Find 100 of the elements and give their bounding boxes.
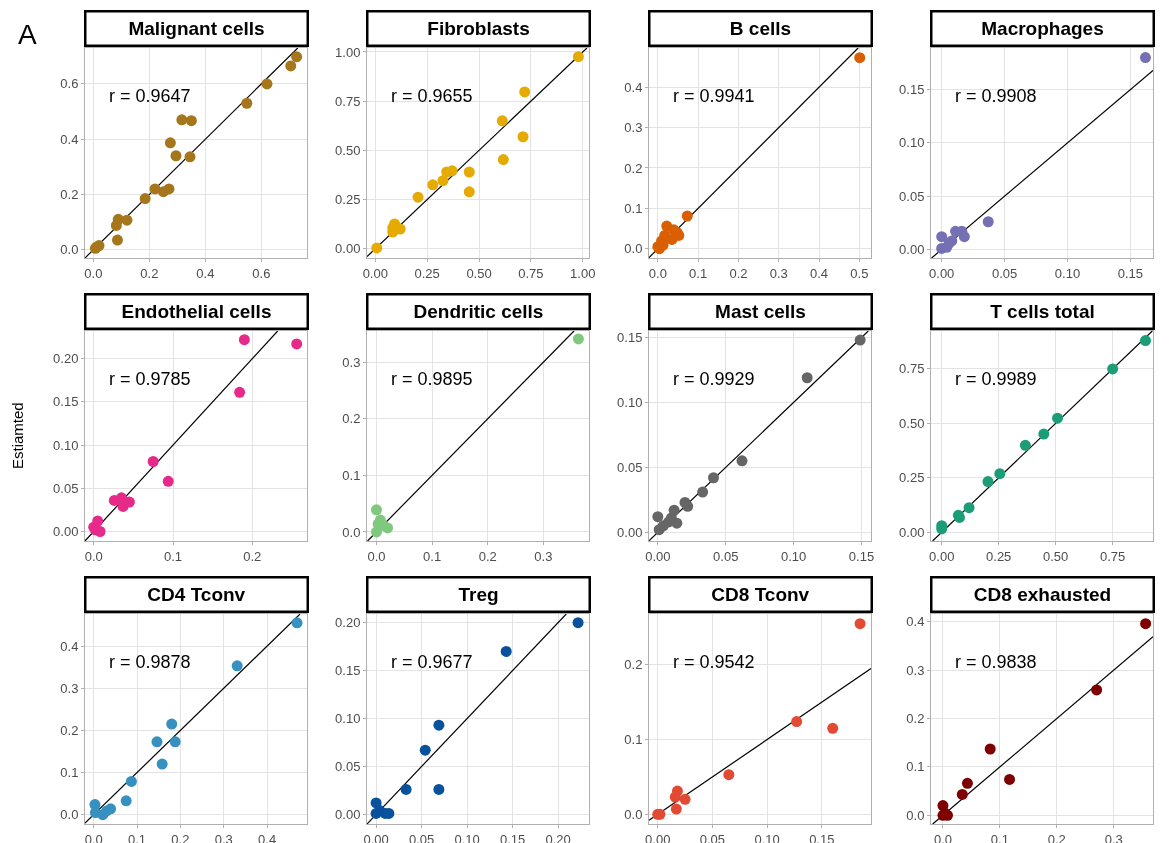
annotation: r = 0.9929 — [673, 369, 755, 389]
annotation: r = 0.9542 — [673, 652, 755, 672]
y-tick-label: 0.4 — [60, 131, 79, 147]
chart-title: T cells total — [990, 301, 1095, 322]
y-tick-label: 0.05 — [617, 459, 643, 475]
y-tick-label: 0.1 — [624, 200, 643, 216]
x-tick-label: 0.10 — [780, 548, 807, 564]
y-tick-label: 0.00 — [899, 242, 925, 258]
y-tick-label: 0.1 — [342, 467, 361, 483]
x-tick-label: 0.2 — [478, 548, 497, 564]
y-tick-label: 0.20 — [335, 615, 361, 631]
annotation: r = 0.9677 — [391, 652, 473, 672]
x-tick-label: 0.2 — [729, 265, 748, 281]
x-tick-label: 0.05 — [699, 831, 726, 843]
x-tick-label: 0.0 — [84, 265, 103, 281]
y-tick-label: 0.4 — [624, 79, 643, 95]
x-tick-label: 0.50 — [466, 265, 492, 281]
y-tick-label: 0.00 — [899, 524, 925, 540]
x-tick-label: 0.1 — [423, 548, 442, 564]
chart-title: CD8 Tconv — [711, 584, 810, 605]
x-tick-label: 0.0 — [367, 548, 386, 564]
y-tick-label: 0.0 — [624, 241, 643, 257]
x-tick-label: 1.00 — [570, 265, 596, 281]
annotation: r = 0.9895 — [391, 369, 473, 389]
x-tick-label: 0.6 — [252, 265, 271, 281]
chart-title: Mast cells — [715, 301, 806, 322]
y-tick-label: 0.4 — [60, 638, 79, 654]
y-tick-label: 0.25 — [899, 470, 925, 486]
y-tick-label: 0.4 — [906, 614, 925, 630]
chart-title: Endothelial cells — [121, 301, 272, 322]
y-tick-label: 0.00 — [335, 806, 361, 822]
x-tick-label: 0.2 — [1047, 831, 1066, 843]
annotation: r = 0.9941 — [673, 86, 755, 106]
y-tick-label: 0.0 — [906, 807, 925, 823]
x-tick-label: 0.05 — [408, 831, 435, 843]
y-tick-label: 0.15 — [53, 394, 79, 410]
chart-title: Fibroblasts — [427, 18, 530, 39]
x-tick-label: 0.00 — [645, 548, 671, 564]
chart-title: Treg — [458, 584, 499, 605]
text: A — [18, 19, 37, 50]
x-tick-label: 0.00 — [645, 831, 671, 843]
y-tick-label: 0.0 — [60, 807, 79, 823]
annotation: r = 0.9785 — [109, 369, 191, 389]
x-tick-label: 0.5 — [850, 265, 869, 281]
y-tick-label: 0.75 — [335, 93, 361, 109]
annotation: r = 0.9838 — [955, 652, 1037, 672]
chart-title: Malignant cells — [128, 18, 265, 39]
y-tick-label: 0.50 — [335, 142, 361, 158]
x-tick-label: 0.10 — [754, 831, 780, 843]
chart-title: B cells — [729, 18, 792, 39]
x-tick-label: 0.3 — [769, 265, 788, 281]
x-tick-label: 0.00 — [362, 265, 388, 281]
chart-title: Macrophages — [981, 18, 1104, 39]
annotation: r = 0.9878 — [109, 652, 191, 672]
y-tick-label: 0.2 — [624, 657, 643, 673]
x-tick-label: 0.15 — [1117, 265, 1144, 281]
y-tick-label: 0.2 — [60, 187, 79, 202]
x-tick-label: 0.15 — [809, 831, 835, 843]
x-tick-label: 0.20 — [545, 831, 571, 843]
y-tick-label: 0.05 — [335, 759, 361, 775]
annotation: r = 0.9655 — [391, 86, 473, 106]
y-tick-label: 0.0 — [624, 806, 643, 822]
chart-title: CD8 exhausted — [973, 584, 1112, 605]
y-tick-label: 1.00 — [335, 44, 361, 60]
x-tick-label: 0.10 — [454, 831, 480, 843]
y-tick-label: 0.05 — [53, 480, 79, 496]
y-tick-label: 0.1 — [624, 732, 643, 748]
y-tick-label: 0.00 — [335, 241, 361, 257]
y-tick-label: 0.10 — [335, 711, 361, 727]
y-tick-label: 0.15 — [617, 330, 643, 346]
x-tick-label: 0.05 — [713, 548, 739, 564]
y-tick-label: 0.50 — [899, 415, 925, 431]
y-tick-label: 0.10 — [617, 394, 643, 410]
x-tick-label: 0.4 — [809, 265, 829, 281]
y-tick-label: 0.6 — [60, 76, 79, 92]
y-tick-label: 0.3 — [60, 680, 79, 696]
x-tick-label: 0.00 — [929, 265, 955, 281]
y-tick-label: 0.10 — [899, 135, 925, 151]
y-axis-title: Estiamted — [9, 402, 26, 469]
x-tick-label: 0.15 — [848, 548, 875, 564]
y-tick-label: 0.0 — [60, 242, 79, 258]
y-tick-label: 0.05 — [899, 188, 925, 204]
y-tick-label: 0.2 — [60, 722, 79, 738]
x-tick-label: 0.3 — [1104, 831, 1123, 843]
y-tick-label: 0.15 — [899, 82, 925, 98]
y-tick-label: 0.1 — [60, 765, 79, 781]
x-tick-label: 0.0 — [648, 265, 667, 281]
x-tick-label: 0.2 — [243, 548, 262, 564]
x-tick-label: 0.15 — [499, 831, 526, 843]
x-tick-label: 0.1 — [990, 831, 1009, 843]
y-tick-label: 0.2 — [906, 711, 925, 727]
chart-title: CD4 Tconv — [147, 584, 246, 605]
x-tick-label: 0.50 — [1043, 548, 1069, 564]
y-tick-label: 0.10 — [53, 437, 79, 453]
y-tick-label: 0.25 — [335, 192, 361, 208]
x-tick-label: 0.00 — [363, 831, 389, 843]
y-tick-label: 0.00 — [617, 524, 643, 540]
x-tick-label: 0.25 — [414, 265, 440, 281]
y-tick-label: 0.20 — [53, 351, 79, 367]
x-tick-label: 0.75 — [518, 265, 544, 281]
